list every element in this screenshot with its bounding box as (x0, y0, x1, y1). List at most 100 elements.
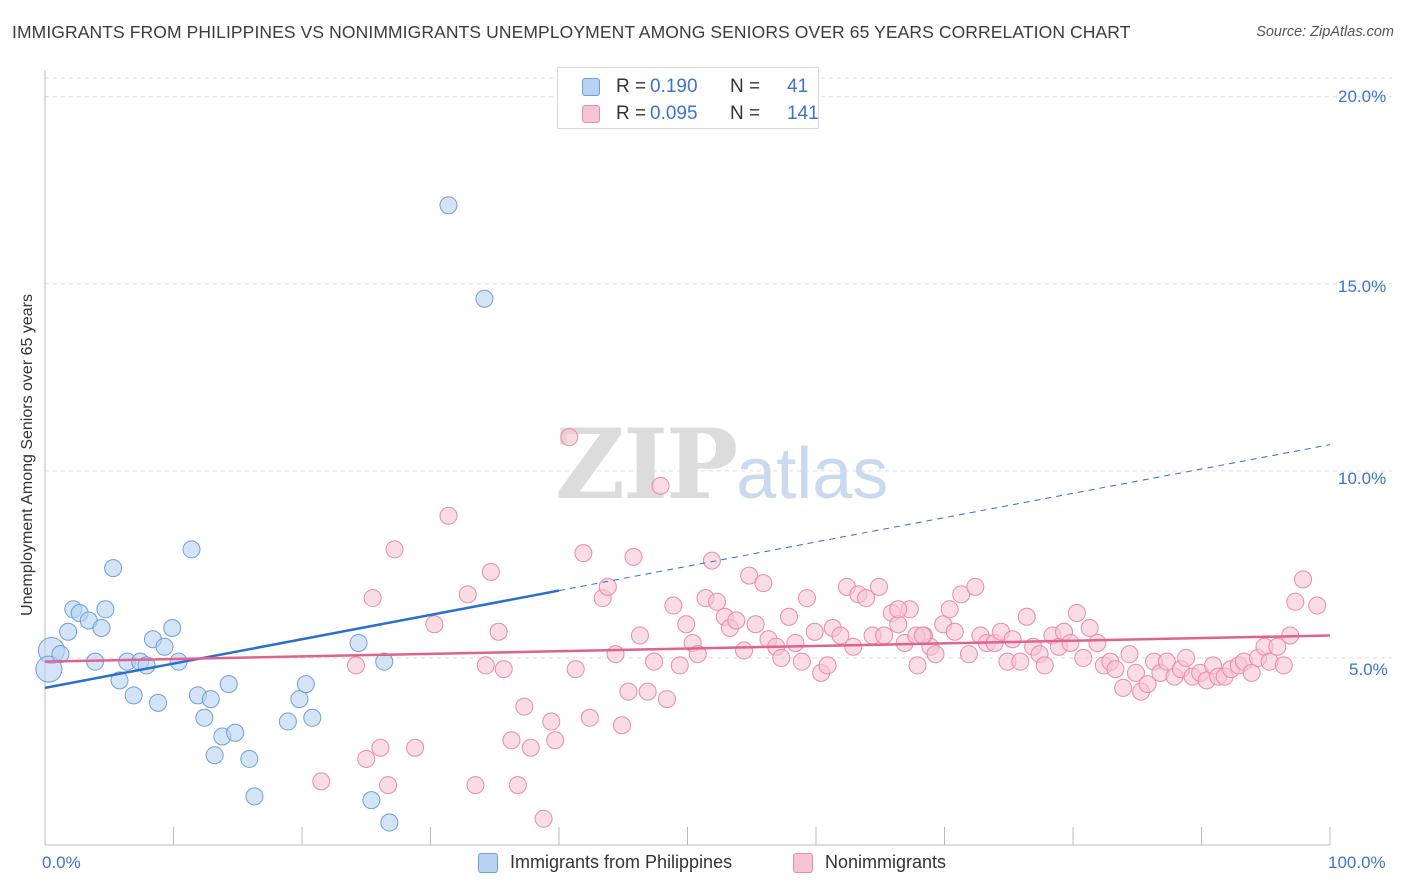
y-axis-label: Unemployment Among Seniors over 65 years (19, 294, 36, 616)
stats-legend: R = 0.190 N = 41 R = 0.095 N = 141 (557, 67, 819, 129)
point-nonimmigrant (1294, 570, 1313, 589)
point-nonimmigrant (869, 577, 888, 596)
pink-swatch (582, 105, 600, 123)
point-nonimmigrant (1242, 663, 1261, 682)
y-tick-20: 20.0% (1338, 87, 1387, 106)
point-nonimmigrant (1286, 592, 1305, 611)
point-nonimmigrant (1011, 652, 1030, 671)
source-label: Source: ZipAtlas.com (1256, 24, 1394, 40)
pink-swatch (793, 853, 813, 873)
point-nonimmigrant (727, 611, 746, 630)
point-philippines (475, 289, 494, 308)
point-philippines (51, 645, 70, 664)
point-nonimmigrant (702, 551, 721, 570)
point-nonimmigrant (439, 506, 458, 525)
point-nonimmigrant (1274, 656, 1293, 675)
point-nonimmigrant (651, 476, 670, 495)
point-nonimmigrant (786, 633, 805, 652)
point-nonimmigrant (638, 682, 657, 701)
point-philippines (96, 600, 115, 619)
point-nonimmigrant (798, 589, 817, 608)
point-nonimmigrant (542, 712, 561, 731)
point-philippines (362, 791, 381, 810)
point-nonimmigrant (363, 589, 382, 608)
point-nonimmigrant (521, 738, 540, 757)
trendline-nonimmigrants (44, 634, 1331, 663)
point-nonimmigrant (1035, 656, 1054, 675)
point-nonimmigrant (889, 615, 908, 634)
point-nonimmigrant (805, 622, 824, 641)
point-nonimmigrant (952, 585, 971, 604)
point-philippines (303, 708, 322, 727)
point-philippines (278, 712, 297, 731)
point-nonimmigrant (1074, 648, 1093, 667)
point-nonimmigrant (657, 690, 676, 709)
point-nonimmigrant (534, 809, 553, 828)
point-nonimmigrant (371, 738, 390, 757)
point-nonimmigrant (708, 592, 727, 611)
point-nonimmigrant (606, 645, 625, 664)
point-philippines (439, 196, 458, 215)
point-philippines (149, 693, 168, 712)
watermark-zip: ZIP (555, 408, 738, 521)
y-tick-5: 5.0% (1349, 660, 1388, 679)
point-philippines (205, 746, 224, 765)
point-philippines (155, 637, 174, 656)
point-nonimmigrant (1177, 648, 1196, 667)
point-nonimmigrant (831, 626, 850, 645)
point-nonimmigrant (546, 731, 565, 750)
point-philippines (380, 813, 399, 832)
point-nonimmigrant (630, 626, 649, 645)
point-nonimmigrant (664, 596, 683, 615)
point-nonimmigrant (1088, 633, 1107, 652)
legend-label: Immigrants from Philippines (510, 852, 733, 872)
n-value: 141 (787, 103, 819, 124)
point-nonimmigrant (425, 615, 444, 634)
point-philippines (195, 708, 214, 727)
point-nonimmigrant (875, 626, 894, 645)
blue-swatch (478, 853, 498, 873)
point-nonimmigrant (566, 660, 585, 679)
point-philippines (296, 675, 315, 694)
point-philippines (163, 618, 182, 637)
point-nonimmigrant (940, 600, 959, 619)
point-nonimmigrant (959, 645, 978, 664)
point-nonimmigrant (1157, 652, 1176, 671)
point-philippines (124, 686, 143, 705)
point-philippines (349, 633, 368, 652)
chart-title: IMMIGRANTS FROM PHILIPPINES VS NONIMMIGR… (12, 22, 1131, 42)
point-nonimmigrant (754, 574, 773, 593)
point-nonimmigrant (780, 607, 799, 626)
watermark: ZIPatlas (555, 408, 888, 521)
point-nonimmigrant (458, 585, 477, 604)
trendline-philippines-extrapolated (558, 444, 1331, 592)
point-nonimmigrant (913, 626, 932, 645)
y-tick-10: 10.0% (1338, 469, 1387, 488)
point-nonimmigrant (1080, 618, 1099, 637)
point-nonimmigrant (508, 776, 527, 795)
point-nonimmigrant (1067, 604, 1086, 623)
x-tick-min: 0.0% (42, 853, 81, 872)
n-value: 41 (787, 76, 809, 97)
point-nonimmigrant (1138, 675, 1157, 694)
point-nonimmigrant (818, 656, 837, 675)
y-tick-15: 15.0% (1338, 277, 1387, 296)
point-nonimmigrant (515, 697, 534, 716)
trendline-philippines (44, 589, 560, 690)
point-nonimmigrant (1114, 678, 1133, 697)
point-nonimmigrant (688, 645, 707, 664)
point-philippines (110, 671, 129, 690)
point-nonimmigrant (466, 776, 485, 795)
point-philippines (226, 723, 245, 742)
point-nonimmigrant (926, 645, 945, 664)
x-tick-max: 100.0% (1328, 853, 1386, 872)
point-nonimmigrant (670, 656, 689, 675)
point-nonimmigrant (746, 615, 765, 634)
point-philippines (104, 559, 123, 578)
point-nonimmigrant (1126, 663, 1145, 682)
point-nonimmigrant (481, 562, 500, 581)
point-nonimmigrant (1268, 637, 1287, 656)
point-philippines (219, 675, 238, 694)
point-nonimmigrant (1017, 607, 1036, 626)
